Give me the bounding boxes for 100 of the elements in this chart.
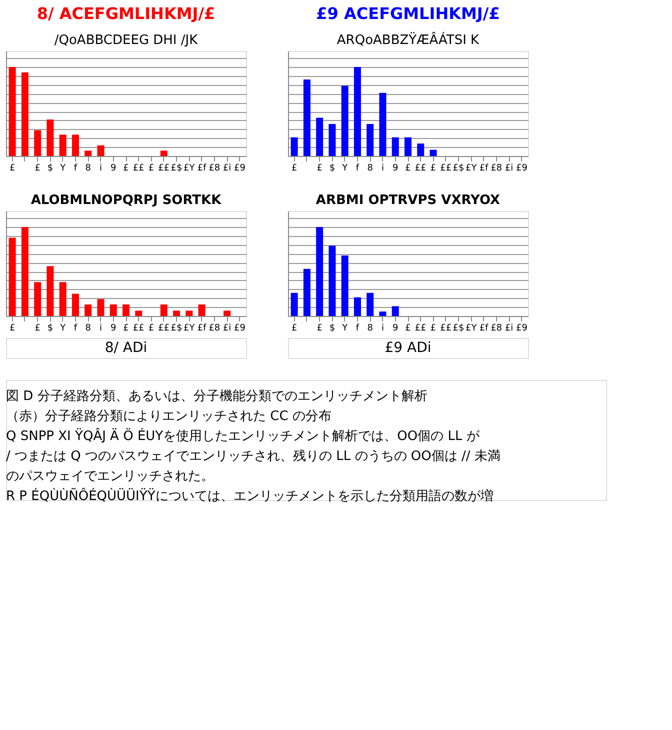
x-tick-label: £$ xyxy=(452,164,464,174)
bar xyxy=(316,118,324,156)
x-tick-label: 9 xyxy=(110,324,116,334)
bar xyxy=(59,134,66,156)
x-tick-label: Y xyxy=(59,164,66,174)
bar xyxy=(173,310,180,316)
bar xyxy=(84,150,92,156)
x-tick-label: £ xyxy=(430,164,436,174)
x-tick-label: 9 xyxy=(110,164,116,174)
x-tick-label: f xyxy=(74,324,78,334)
text: / つまたは Q つのパスウェイでエンリッチされ、残りの LL のうちの OO個は // 未満 xyxy=(6,449,500,464)
x-tick-label: £f xyxy=(479,164,490,174)
x-tick-label: £i xyxy=(504,324,514,334)
x-tick-label: ££ xyxy=(132,324,144,334)
x-tick-label: $ xyxy=(329,324,336,334)
x-tick-label: £8 xyxy=(208,324,220,334)
x-tick-label: £ xyxy=(405,164,411,174)
x-tick-label: £8 xyxy=(208,164,220,174)
x-tick-label: £f xyxy=(479,324,490,334)
x-tick-label: £i xyxy=(504,164,514,174)
text: R P ÉQÙÙÑÔÉQÙÜÜIŸŸについては、エンリッチメントを示した分類用語の数が増 xyxy=(6,487,494,504)
chart-title: ALOBMLNOPQRPJ SORTKK xyxy=(30,193,222,208)
x-tick-label: Y xyxy=(341,324,348,334)
x-tick-label: ££ xyxy=(414,164,426,174)
bar xyxy=(97,299,104,316)
bar xyxy=(316,227,324,316)
bar xyxy=(84,304,92,316)
x-tick-label: £Y xyxy=(184,164,196,174)
x-tick-label: £$ xyxy=(452,324,464,334)
bar xyxy=(46,120,54,156)
x-tick-label: £ xyxy=(34,164,40,174)
x-tick-label: £9 xyxy=(516,324,528,334)
x-tick-label: 8 xyxy=(85,324,92,334)
chart-title: ARBMI OPTRVPS VXRYOX xyxy=(316,193,500,208)
x-tick-label: £i xyxy=(222,164,232,174)
bar xyxy=(430,150,437,156)
x-tick-label: f xyxy=(356,164,360,174)
bar xyxy=(8,238,16,316)
x-tick-label: £f xyxy=(197,324,208,334)
bar xyxy=(354,67,361,156)
bar xyxy=(8,67,16,156)
bar xyxy=(21,72,28,156)
x-tick-label: £$ xyxy=(170,164,182,174)
bar xyxy=(392,306,399,316)
x-tick-label: Y xyxy=(341,164,348,174)
x-tick-label: £8 xyxy=(490,324,502,334)
x-tick-label: £8 xyxy=(490,164,502,174)
x-tick-label: 9 xyxy=(392,324,398,334)
x-tick-label: £ xyxy=(291,324,298,334)
x-tick-label: ££ xyxy=(440,164,452,174)
bar xyxy=(404,137,412,156)
bar xyxy=(328,246,336,316)
x-tick-label: £ xyxy=(34,324,40,334)
bar xyxy=(72,294,79,316)
x-tick-label: Y xyxy=(59,324,66,334)
x-tick-label: ££ xyxy=(414,324,426,334)
x-tick-label: £Y xyxy=(466,164,478,174)
chart-title: /QoABBCDEEG DHI /JK xyxy=(54,33,198,48)
text: Q SNPP XI ŸQÂJ Ä Ö ÉUYを使用したエンリッチメント解析では、OO個の LL が xyxy=(6,427,480,444)
x-tick-label: $ xyxy=(329,164,336,174)
bar xyxy=(97,145,104,156)
x-tick-label: i xyxy=(381,324,384,334)
bar xyxy=(417,144,424,156)
x-tick-label: £ xyxy=(291,164,298,174)
text: £9 ADi xyxy=(384,340,432,356)
x-tick-label: £ xyxy=(430,324,436,334)
x-tick-label: i xyxy=(99,164,102,174)
bar xyxy=(34,282,42,316)
x-tick-label: £ xyxy=(9,324,16,334)
x-tick-label: £Y xyxy=(466,324,478,334)
x-tick-label: f xyxy=(74,164,78,174)
x-tick-label: f xyxy=(356,324,360,334)
x-tick-label: £ xyxy=(123,164,129,174)
bar xyxy=(72,134,79,156)
bar xyxy=(160,304,168,316)
x-tick-label: £9 xyxy=(234,324,246,334)
x-tick-label: £ xyxy=(9,164,16,174)
text: のパスウェイでエンリッチされた。 xyxy=(6,469,214,484)
x-tick-label: £9 xyxy=(516,164,528,174)
bar xyxy=(160,150,168,156)
bar xyxy=(341,255,348,316)
bar xyxy=(303,268,310,316)
x-tick-label: £Y xyxy=(184,324,196,334)
bar xyxy=(328,124,336,156)
x-tick-label: £9 xyxy=(234,164,246,174)
x-tick-label: 8 xyxy=(367,324,374,334)
x-tick-label: i xyxy=(99,324,102,334)
bar xyxy=(186,310,193,316)
x-tick-label: £ xyxy=(316,324,322,334)
text: 8/ ACEFGMLIHKMJ/£ xyxy=(36,4,216,23)
bar xyxy=(224,310,231,316)
bar xyxy=(110,304,117,316)
x-tick-label: 8 xyxy=(367,164,374,174)
bar xyxy=(34,130,42,156)
bar xyxy=(354,297,361,316)
x-tick-label: £ xyxy=(316,164,322,174)
bar xyxy=(366,124,374,156)
x-tick-label: ££ xyxy=(158,324,170,334)
x-tick-label: £ xyxy=(148,164,154,174)
x-tick-label: £ xyxy=(148,324,154,334)
